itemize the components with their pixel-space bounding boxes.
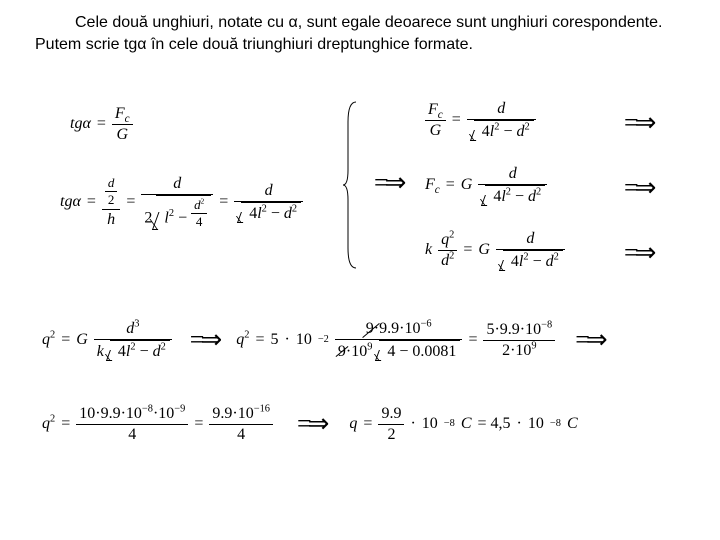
arrow-r2: =⇒	[620, 173, 656, 203]
eq-tg-fc-over-g: tgα = Fc G	[70, 105, 133, 143]
arrow-after-brace: =⇒	[370, 168, 406, 198]
eq-q2-final: q2 = 10·9.9·10−8·10−9 4 = 9.9·10−16 4 =⇒…	[42, 405, 578, 443]
eq-fc-eq-g-frac: Fc = G d 4l2 − d2	[425, 165, 547, 205]
eq-q2-line: q2 = G d3 k4l2 − d2 =⇒ q2 = 5·10−2 9·9.9…	[42, 320, 608, 360]
eq-tg-d-over-h: tgα = d2 h = d 2l2 − d24 = d 4l2 − d2	[60, 175, 303, 229]
arrow-r3: =⇒	[620, 238, 656, 268]
intro-paragraph: Cele două unghiuri, notate cu α, sunt eg…	[35, 12, 685, 55]
eq-kq2-d2: k q2 d2 = G d 4l2 − d2	[425, 230, 565, 270]
paragraph-text: Cele două unghiuri, notate cu α, sunt eg…	[35, 14, 662, 53]
eq-fc-g-eq-d: Fc G = d 4l2 − d2	[425, 100, 536, 140]
arrow-r1: =⇒	[620, 108, 656, 138]
brace	[342, 100, 360, 270]
